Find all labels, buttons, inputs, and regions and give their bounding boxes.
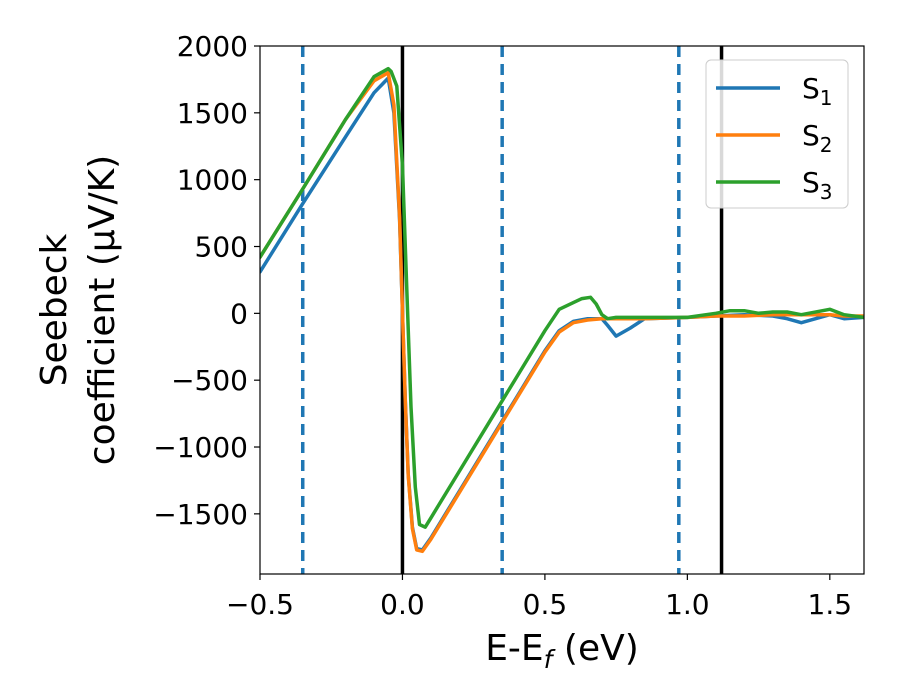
legend: S1 S2 S3: [705, 59, 849, 209]
x-tick-label: 1.0: [665, 588, 710, 621]
x-axis-label: E-Ef (eV): [485, 628, 639, 674]
x-axis-label-unit: (eV): [552, 628, 638, 669]
y-tick-label: 1500: [177, 97, 248, 130]
plot-frame: [259, 45, 865, 575]
y-axis-label-line2: coefficient (μV/K): [82, 155, 123, 465]
x-tick-label: −0.5: [226, 588, 294, 621]
legend-label-s2: S2: [802, 119, 833, 157]
y-axis-label: Seebeck coefficient (μV/K): [34, 155, 123, 465]
x-tick-label: 0.5: [523, 588, 568, 621]
y-tick-label: −1500: [153, 498, 248, 531]
reference-lines: [300, 46, 724, 574]
y-tick-label: −500: [171, 364, 248, 397]
x-axis-ticks: −0.5 0.0 0.5 1.0 1.5: [226, 574, 852, 621]
x-tick-label: 0.0: [380, 588, 425, 621]
y-tick-label: 0: [230, 297, 248, 330]
x-tick-label: 1.5: [808, 588, 853, 621]
series-line-s2: [260, 70, 864, 554]
y-tick-label: 1000: [177, 164, 248, 197]
legend-label-s1: S1: [802, 72, 833, 110]
y-axis-label-line1: Seebeck: [34, 233, 75, 386]
legend-label-s3: S3: [802, 166, 833, 204]
y-axis-ticks: −1500 −1000 −500 0 500 1000 1500 2000: [153, 30, 260, 531]
y-tick-label: 2000: [177, 30, 248, 63]
series-line-s3: [260, 66, 864, 529]
series-lines: [260, 66, 864, 554]
y-tick-label: 500: [195, 231, 248, 264]
y-tick-label: −1000: [153, 431, 248, 464]
